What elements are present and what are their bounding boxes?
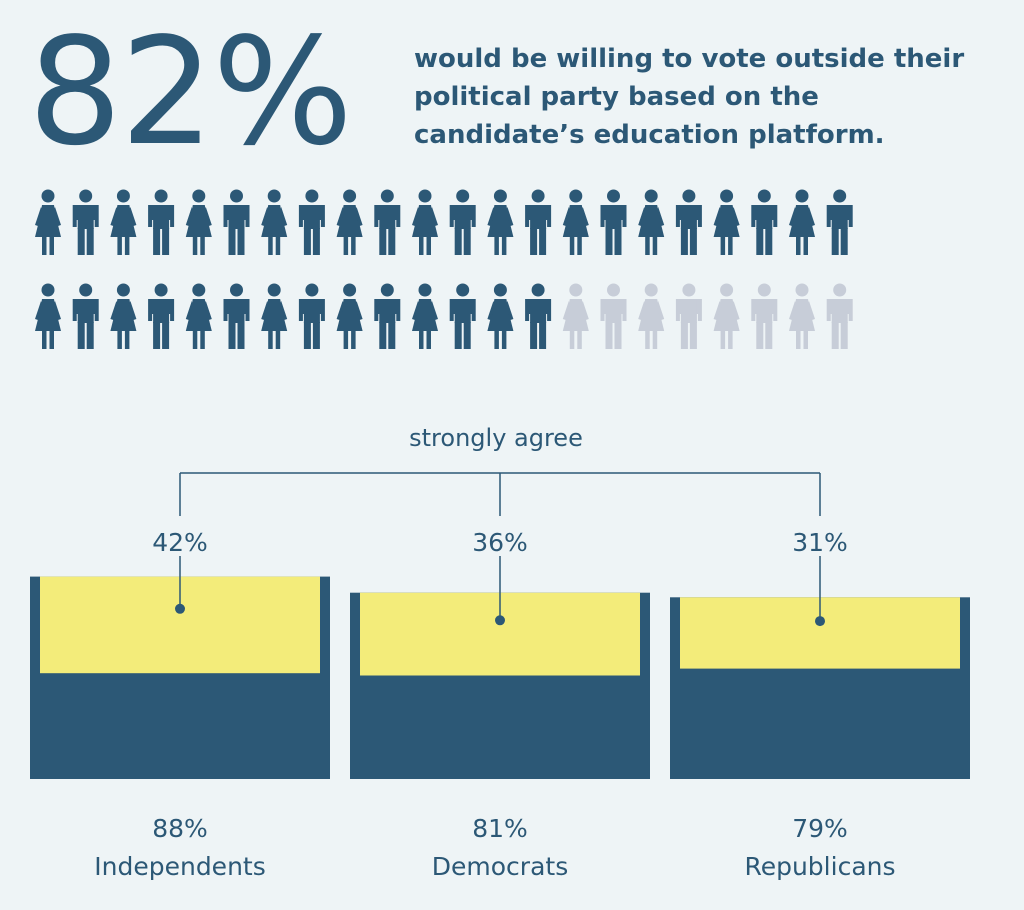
person-icon <box>751 283 778 349</box>
person-icon <box>148 283 175 349</box>
person-icon <box>336 189 363 255</box>
person-icon <box>110 189 137 255</box>
pictograph <box>35 189 853 349</box>
headline-text: would be willing to vote outside their p… <box>414 44 965 150</box>
person-icon <box>185 283 212 349</box>
annotation-strongly-agree: strongly agree <box>409 424 583 452</box>
person-icon <box>600 189 627 255</box>
category-label: Independents <box>94 852 265 881</box>
data-label-total: 81% <box>472 814 528 843</box>
person-icon <box>110 283 137 349</box>
person-icon <box>374 283 401 349</box>
person-icon <box>336 283 363 349</box>
person-icon <box>675 283 702 349</box>
person-icon <box>185 189 212 255</box>
category-label: Democrats <box>432 852 568 881</box>
person-icon <box>675 189 702 255</box>
person-icon <box>751 189 778 255</box>
category-label: Republicans <box>744 852 895 881</box>
person-icon <box>412 283 438 349</box>
annotation-bracket <box>179 472 821 516</box>
person-icon <box>487 189 514 255</box>
person-icon <box>638 189 665 255</box>
person-icon <box>525 189 552 255</box>
headline-percent: 82% <box>28 6 353 178</box>
data-label-strongly-agree: 36% <box>472 528 528 557</box>
person-icon <box>35 283 61 349</box>
person-icon <box>789 189 815 255</box>
data-label-strongly-agree: 42% <box>152 528 208 557</box>
person-icon <box>72 283 99 349</box>
person-icon <box>72 189 99 255</box>
person-icon <box>449 189 476 255</box>
person-icon <box>713 283 740 349</box>
person-icon <box>261 189 288 255</box>
person-icon <box>600 283 627 349</box>
person-icon <box>562 283 589 349</box>
bars: 42% 88% Independents 36% 81% Democrats 31% 79% R… <box>30 528 970 881</box>
data-label-total: 88% <box>152 814 208 843</box>
person-icon <box>374 189 401 255</box>
data-label-strongly-agree: 31% <box>792 528 848 557</box>
person-icon <box>412 189 438 255</box>
person-icon <box>638 283 665 349</box>
person-icon <box>298 189 325 255</box>
person-icon <box>35 189 61 255</box>
person-icon <box>449 283 476 349</box>
person-icon <box>826 189 853 255</box>
person-icon <box>298 283 325 349</box>
person-icon <box>826 283 853 349</box>
person-icon <box>525 283 552 349</box>
data-label-total: 79% <box>792 814 848 843</box>
person-icon <box>562 189 589 255</box>
person-icon <box>487 283 514 349</box>
person-icon <box>148 189 175 255</box>
person-icon <box>261 283 288 349</box>
person-icon <box>223 283 250 349</box>
person-icon <box>789 283 815 349</box>
person-icon <box>223 189 250 255</box>
person-icon <box>713 189 740 255</box>
